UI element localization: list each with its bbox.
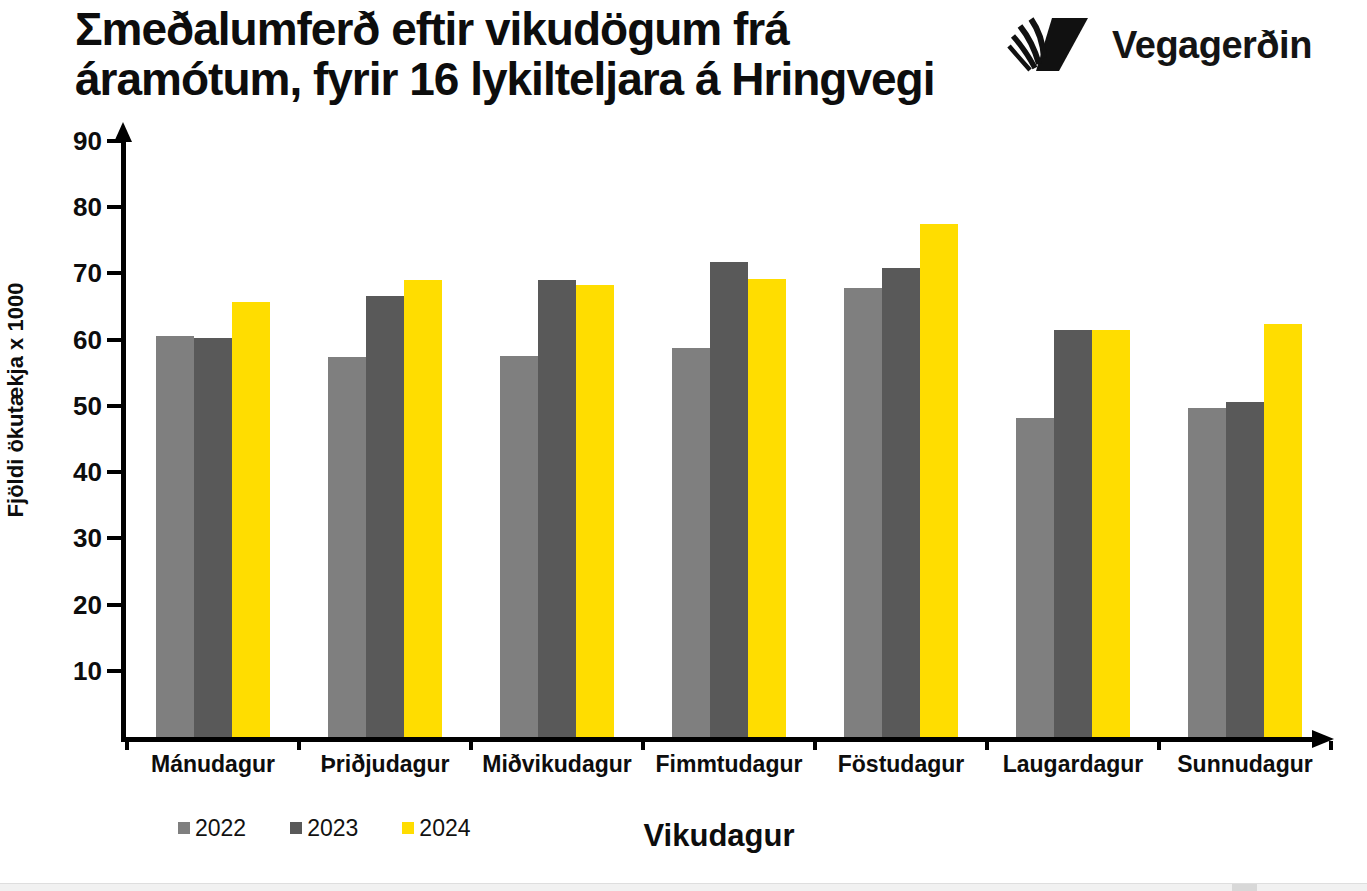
y-axis-tick bbox=[107, 669, 121, 673]
y-axis-tick bbox=[107, 536, 121, 540]
x-axis-tick bbox=[641, 741, 645, 750]
legend-swatch-2022 bbox=[178, 822, 190, 834]
legend-label-2023: 2023 bbox=[307, 815, 358, 842]
bar-2024-Þriðjudagur bbox=[404, 280, 442, 741]
y-axis-tick-label: 20 bbox=[38, 590, 102, 620]
bar-2023-Þriðjudagur bbox=[366, 296, 404, 741]
y-axis-tick-label: 50 bbox=[38, 391, 102, 421]
x-axis-tick bbox=[297, 741, 301, 750]
x-axis-tick bbox=[985, 741, 989, 750]
x-category-label: Sunnudagur bbox=[1159, 751, 1331, 778]
x-category-label: Laugardagur bbox=[987, 751, 1159, 778]
x-axis-tick bbox=[813, 741, 817, 750]
bar-2024-Mánudagur bbox=[232, 302, 270, 741]
bar-2023-Mánudagur bbox=[194, 338, 232, 741]
x-axis-tick bbox=[1157, 741, 1161, 750]
y-axis-tick-label: 30 bbox=[38, 523, 102, 553]
y-axis-tick-label: 10 bbox=[38, 656, 102, 686]
x-axis-tick bbox=[1329, 741, 1333, 750]
x-axis-tick bbox=[125, 741, 129, 750]
bar-2024-Laugardagur bbox=[1092, 330, 1130, 741]
chart-legend: 2022 2023 2024 bbox=[178, 814, 515, 842]
legend-label-2022: 2022 bbox=[195, 815, 246, 842]
legend-label-2024: 2024 bbox=[419, 815, 470, 842]
bar-2024-Föstudagur bbox=[920, 224, 958, 741]
x-axis-tick bbox=[469, 741, 473, 750]
bar-2024-Miðvikudagur bbox=[576, 285, 614, 741]
y-axis-tick bbox=[107, 338, 121, 342]
x-category-label: Fimmtudagur bbox=[643, 751, 815, 778]
y-axis-tick bbox=[107, 271, 121, 275]
bar-2023-Sunnudagur bbox=[1226, 402, 1264, 741]
y-axis-tick-label: 90 bbox=[38, 126, 102, 156]
y-axis-tick-label: 60 bbox=[38, 325, 102, 355]
bar-2022-Föstudagur bbox=[844, 288, 882, 741]
bar-2022-Laugardagur bbox=[1016, 418, 1054, 741]
y-axis-tick bbox=[107, 603, 121, 607]
scrollbar-thumb[interactable] bbox=[1232, 884, 1257, 891]
y-axis-tick-label: 70 bbox=[38, 258, 102, 288]
bar-2023-Miðvikudagur bbox=[538, 280, 576, 741]
y-axis-line bbox=[121, 134, 126, 742]
x-category-label: Þriðjudagur bbox=[299, 751, 471, 778]
y-axis-tick bbox=[107, 470, 121, 474]
y-axis-tick bbox=[107, 404, 121, 408]
bar-2022-Fimmtudagur bbox=[672, 348, 710, 741]
bar-2022-Sunnudagur bbox=[1188, 408, 1226, 741]
legend-item-2022: 2022 bbox=[178, 815, 246, 842]
y-axis-title: Fjöldi ökutækja x 1000 bbox=[3, 283, 29, 518]
bar-2023-Fimmtudagur bbox=[710, 262, 748, 741]
x-category-label: Föstudagur bbox=[815, 751, 987, 778]
y-axis-tick bbox=[107, 139, 121, 143]
bar-chart: Fjöldi ökutækja x 1000 Vikudagur 1020304… bbox=[0, 0, 1367, 891]
x-category-label: Mánudagur bbox=[127, 751, 299, 778]
bar-2023-Laugardagur bbox=[1054, 330, 1092, 741]
bar-2022-Miðvikudagur bbox=[500, 356, 538, 741]
legend-item-2023: 2023 bbox=[290, 815, 358, 842]
x-category-label: Miðvikudagur bbox=[471, 751, 643, 778]
chart-page: Σmeðalumferð eftir vikudögum frá áramótu… bbox=[0, 0, 1367, 891]
y-axis-tick-label: 80 bbox=[38, 192, 102, 222]
bar-2024-Fimmtudagur bbox=[748, 279, 786, 741]
legend-swatch-2023 bbox=[290, 822, 302, 834]
y-axis-tick-label: 40 bbox=[38, 457, 102, 487]
bar-2022-Mánudagur bbox=[156, 336, 194, 741]
legend-swatch-2024 bbox=[402, 822, 414, 834]
horizontal-scrollbar[interactable] bbox=[0, 883, 1367, 891]
legend-item-2024: 2024 bbox=[402, 815, 470, 842]
y-axis-tick bbox=[107, 205, 121, 209]
bar-2022-Þriðjudagur bbox=[328, 357, 366, 741]
bar-2024-Sunnudagur bbox=[1264, 324, 1302, 741]
bar-2023-Föstudagur bbox=[882, 268, 920, 741]
